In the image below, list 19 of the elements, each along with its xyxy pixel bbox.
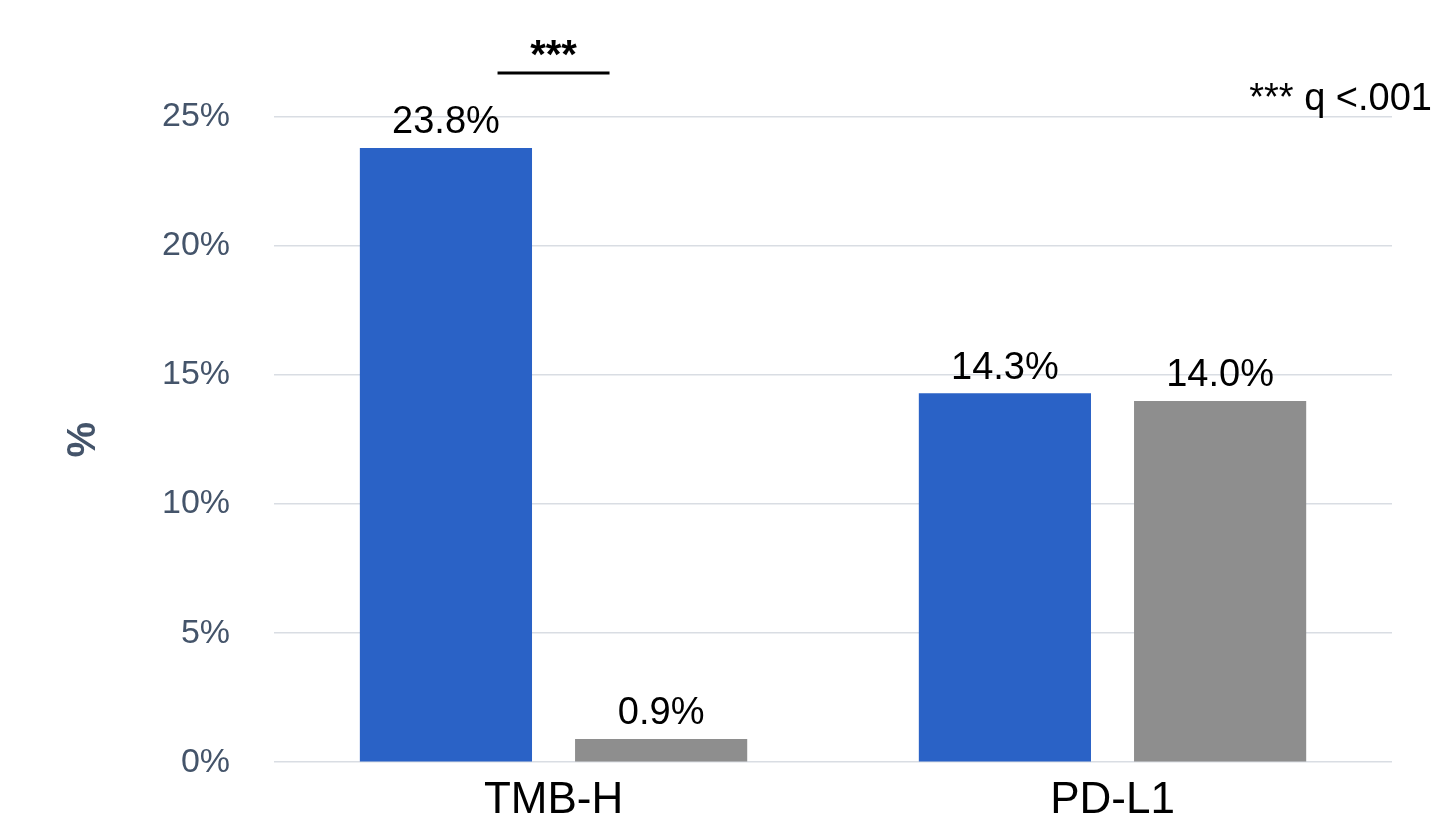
- y-tick-label: 20%: [161, 224, 231, 263]
- y-tick-label: 5%: [180, 611, 231, 650]
- bar: [918, 393, 1091, 762]
- y-tick-label: 15%: [161, 353, 231, 392]
- annotation: *** q <.001: [1249, 76, 1432, 118]
- data-label: 14.0%: [1166, 352, 1274, 395]
- bar: [359, 147, 533, 762]
- data-label: 23.8%: [392, 99, 500, 142]
- x-tick-label: TMB-H: [483, 772, 624, 822]
- x-tick-label: PD-L1: [1050, 772, 1175, 822]
- data-label: 14.3%: [951, 344, 1059, 387]
- y-tick-label: 0%: [180, 740, 231, 779]
- y-tick-label: 10%: [161, 482, 231, 521]
- y-axis-title: %: [59, 421, 104, 458]
- y-tick-label: 25%: [161, 95, 231, 134]
- text: ***: [530, 32, 578, 76]
- data-label: 0.9%: [617, 690, 705, 733]
- bar: [575, 738, 748, 762]
- bar: [1134, 400, 1307, 762]
